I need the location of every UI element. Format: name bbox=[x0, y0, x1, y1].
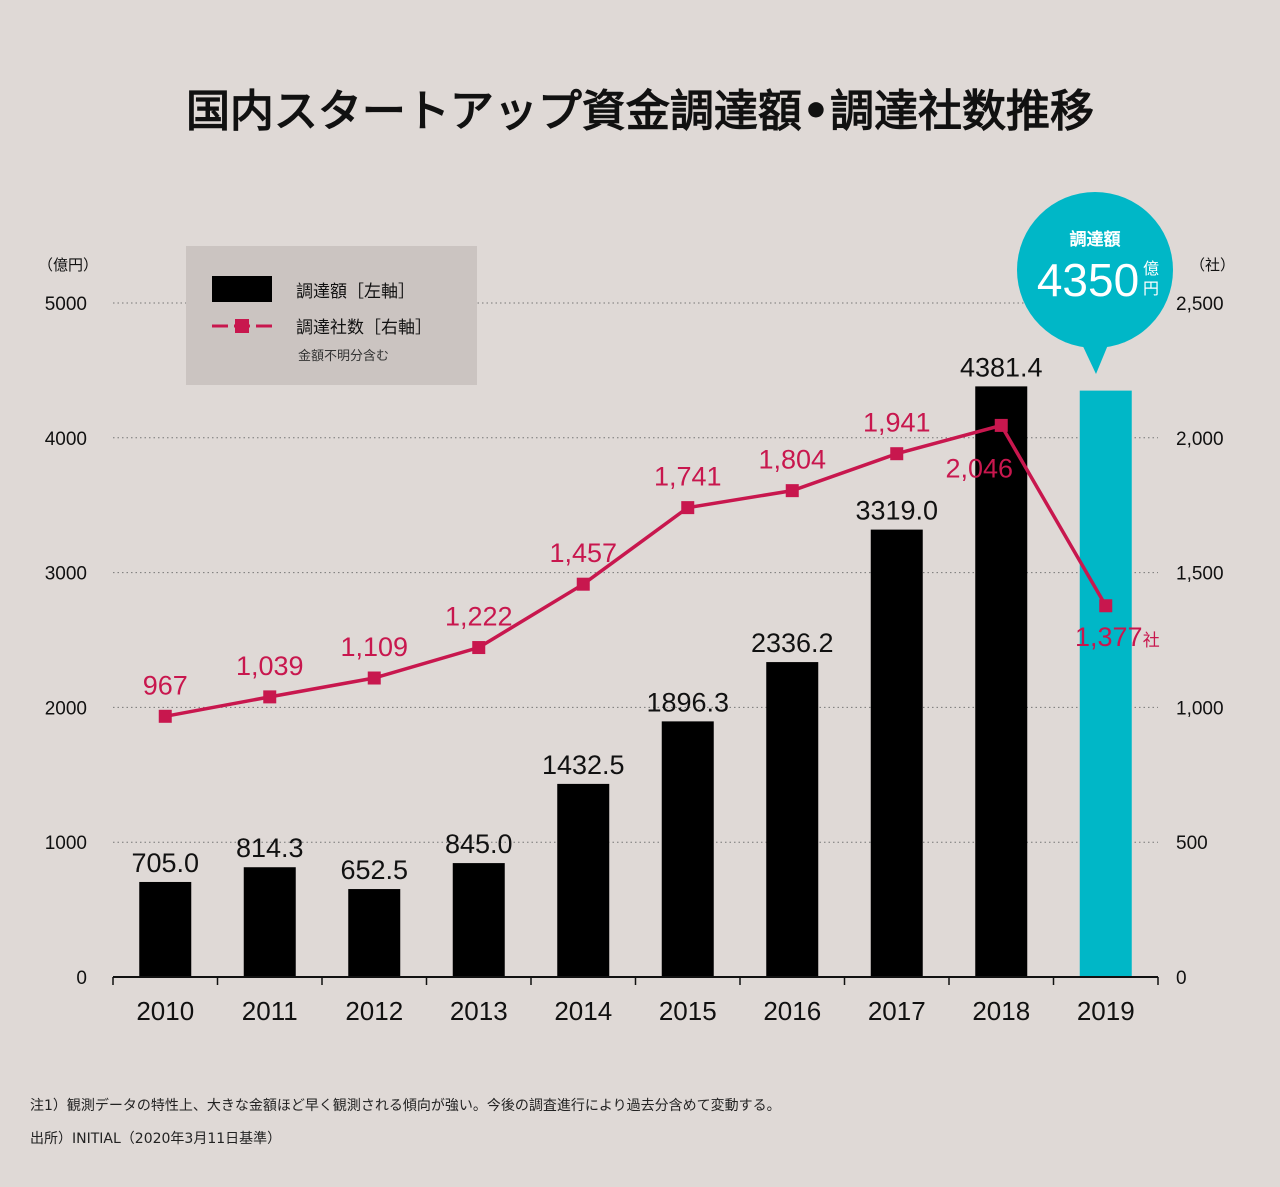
x-label-2011: 2011 bbox=[242, 996, 298, 1026]
bar-label-2012: 652.5 bbox=[340, 855, 408, 885]
left-axis-tick: 3000 bbox=[45, 564, 87, 585]
right-axis-tick: 500 bbox=[1176, 833, 1208, 854]
bar-2017 bbox=[870, 529, 923, 977]
left-axis-unit: （億円） bbox=[38, 256, 98, 274]
legend: 調達額［左軸］ 調達社数［右軸］ 金額不明分含む bbox=[186, 246, 477, 385]
line-label-2015: 1,741 bbox=[654, 462, 722, 492]
line-marker-2010 bbox=[158, 709, 172, 723]
bars bbox=[139, 386, 1132, 977]
bar-labels: 705.0 814.3 652.5 845.0 1432.5 1896.3 2336.2 33… bbox=[131, 352, 1042, 885]
source: 出所）INITIAL（2020年3月11日基準） bbox=[30, 1130, 281, 1147]
bar-label-2015: 1896.3 bbox=[646, 687, 729, 717]
left-axis-tick: 0 bbox=[76, 968, 87, 989]
x-axis-labels: 2010 2011 2012 2013 2014 2015 2016 2017 2018 2019 bbox=[136, 996, 1134, 1026]
right-axis-tick: 2,000 bbox=[1176, 429, 1224, 450]
x-axis-ticks bbox=[112, 977, 1159, 985]
right-axis-tick: 2,500 bbox=[1176, 294, 1224, 315]
left-axis-tick: 1000 bbox=[45, 833, 87, 854]
callout-unit-2: 円 bbox=[1143, 279, 1159, 298]
left-axis-ticks: 0 1000 2000 3000 4000 5000 bbox=[45, 294, 87, 989]
gridlines bbox=[113, 302, 1158, 843]
bar-label-2011: 814.3 bbox=[236, 833, 304, 863]
x-label-2015: 2015 bbox=[659, 996, 717, 1026]
line-marker-2014 bbox=[576, 577, 590, 591]
callout-bubble: 調達額 4350 億 円 bbox=[1017, 192, 1173, 374]
bar-2012 bbox=[348, 889, 401, 977]
left-axis-tick: 4000 bbox=[45, 429, 87, 450]
line-marker-2015 bbox=[681, 501, 695, 515]
bar-label-2014: 1432.5 bbox=[542, 750, 625, 780]
x-label-2016: 2016 bbox=[763, 996, 821, 1026]
bar-2013 bbox=[452, 863, 505, 977]
line-label-2011: 1,039 bbox=[236, 651, 304, 681]
line-marker-2019 bbox=[1099, 599, 1113, 613]
callout-pointer bbox=[1080, 340, 1110, 374]
legend-line-label: 調達社数［右軸］ bbox=[296, 318, 432, 338]
x-label-2013: 2013 bbox=[450, 996, 508, 1026]
line-last-unit: 社 bbox=[1143, 631, 1160, 651]
footnote: 注1）観測データの特性上、大きな金額ほど早く観測される傾向が強い。今後の調査進行… bbox=[30, 1097, 781, 1114]
bar-2016 bbox=[766, 662, 819, 977]
callout-circle bbox=[1017, 192, 1173, 348]
bar-2019 bbox=[1079, 390, 1132, 977]
line-label-2013: 1,222 bbox=[445, 602, 513, 632]
x-label-2018: 2018 bbox=[972, 996, 1030, 1026]
line-label-2016: 1,804 bbox=[758, 445, 826, 475]
legend-line-note: 金額不明分含む bbox=[298, 348, 389, 364]
line-marker-2017 bbox=[890, 447, 904, 461]
bar-2010 bbox=[139, 881, 192, 977]
bar-label-2016: 2336.2 bbox=[751, 628, 834, 658]
callout-value: 4350 bbox=[1037, 254, 1139, 306]
bar-2011 bbox=[243, 867, 296, 977]
legend-line-marker bbox=[235, 319, 249, 333]
bar-2018 bbox=[975, 386, 1028, 977]
x-label-2019: 2019 bbox=[1077, 996, 1135, 1026]
legend-bar-swatch bbox=[212, 276, 272, 302]
x-label-2017: 2017 bbox=[868, 996, 926, 1026]
left-axis-tick: 5000 bbox=[45, 294, 87, 315]
x-label-2010: 2010 bbox=[136, 996, 194, 1026]
line-series bbox=[158, 418, 1113, 723]
line-marker-2011 bbox=[263, 690, 277, 704]
bar-label-2013: 845.0 bbox=[445, 829, 513, 859]
line-label-2012: 1,109 bbox=[340, 632, 408, 662]
line-path bbox=[164, 423, 1108, 719]
left-axis-tick: 2000 bbox=[45, 698, 87, 719]
right-axis-ticks: 0 500 1,000 1,500 2,000 2,500 bbox=[1176, 294, 1224, 989]
line-label-2017: 1,941 bbox=[863, 408, 931, 438]
callout-title: 調達額 bbox=[1070, 229, 1121, 250]
right-axis-unit: （社） bbox=[1190, 256, 1235, 274]
callout-unit-1: 億 bbox=[1143, 259, 1159, 278]
bar-label-2010: 705.0 bbox=[131, 848, 199, 878]
bar-label-2017: 3319.0 bbox=[855, 496, 938, 526]
right-axis-tick: 0 bbox=[1176, 968, 1187, 989]
line-marker-2012 bbox=[367, 671, 381, 685]
line-marker-2013 bbox=[472, 641, 486, 655]
bar-2015 bbox=[661, 721, 714, 977]
line-marker-2016 bbox=[785, 484, 799, 498]
line-label-2014: 1,457 bbox=[549, 538, 617, 568]
bar-2014 bbox=[557, 783, 610, 977]
line-label-2019: 1,377 bbox=[1075, 622, 1143, 652]
legend-background bbox=[186, 246, 477, 385]
legend-bar-label: 調達額［左軸］ bbox=[296, 282, 415, 302]
bar-label-2018: 4381.4 bbox=[960, 352, 1043, 382]
x-label-2014: 2014 bbox=[554, 996, 612, 1026]
line-labels: 967 1,039 1,109 1,222 1,457 1,741 1,804 1,941 2,… bbox=[143, 408, 1143, 701]
chart-title: 国内スタートアップ資金調達額•調達社数推移 bbox=[186, 86, 1094, 137]
right-axis-tick: 1,500 bbox=[1176, 564, 1224, 585]
line-marker-2018 bbox=[994, 418, 1008, 432]
line-label-2010: 967 bbox=[143, 670, 188, 700]
right-axis-tick: 1,000 bbox=[1176, 698, 1224, 719]
x-label-2012: 2012 bbox=[345, 996, 403, 1026]
line-label-2018: 2,046 bbox=[945, 453, 1013, 483]
